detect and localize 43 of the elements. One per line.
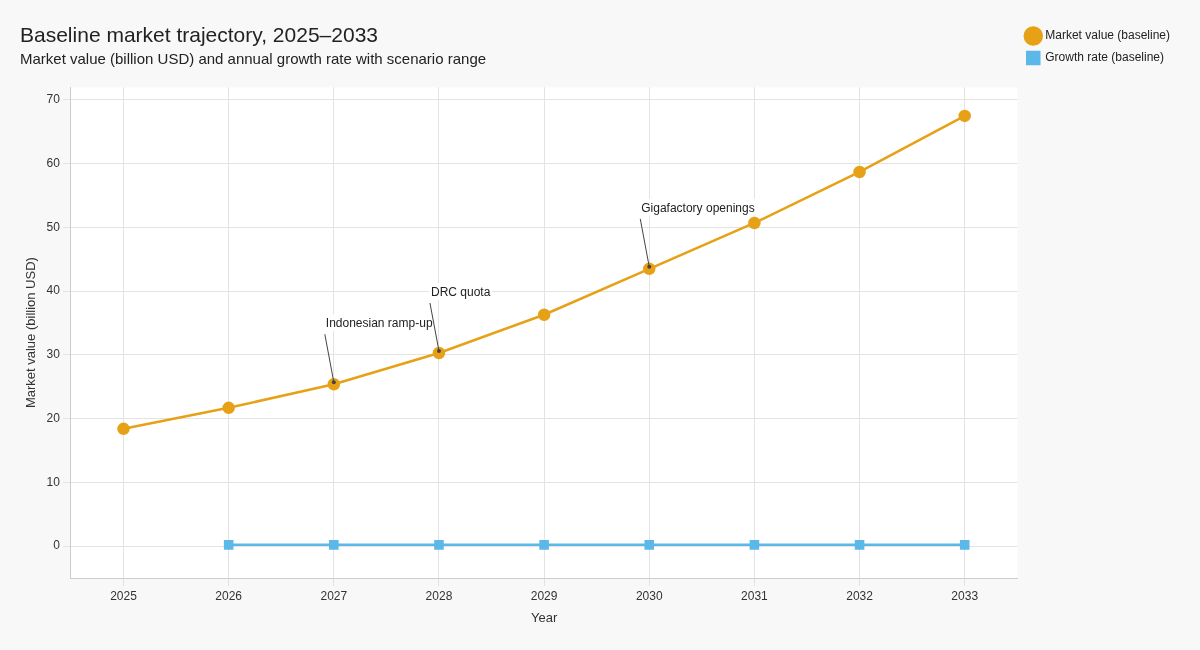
point bbox=[539, 540, 549, 550]
y-tick-label: 30 bbox=[46, 347, 61, 362]
x-tick-label: 2030 bbox=[635, 588, 663, 603]
y-tick-label: 60 bbox=[46, 156, 61, 170]
x-tick-label: 2025 bbox=[110, 588, 138, 603]
point bbox=[432, 346, 446, 360]
y-tick-label: 0 bbox=[53, 538, 61, 553]
x-tick-label: 2029 bbox=[530, 588, 558, 603]
point bbox=[327, 377, 341, 391]
point bbox=[537, 308, 551, 321]
point bbox=[854, 540, 865, 550]
point bbox=[958, 109, 971, 123]
y-tick-label: 40 bbox=[46, 283, 61, 298]
y-tick-label: 10 bbox=[46, 474, 61, 489]
point bbox=[222, 401, 235, 415]
chart-subtitle: Market value (billion USD) and annual growth rate with scenario range bbox=[20, 50, 487, 68]
y-tick-label: 70 bbox=[46, 92, 61, 107]
y-tick-label: 50 bbox=[46, 219, 61, 234]
point bbox=[223, 540, 234, 550]
legend-label: Growth rate (baseline) bbox=[1045, 50, 1164, 65]
point bbox=[959, 540, 970, 550]
x-tick-label: 2032 bbox=[846, 588, 874, 603]
annotation: Gigafactory openings bbox=[641, 200, 755, 215]
x-tick-label: 2026 bbox=[215, 588, 243, 603]
y-axis-title: Market value (billion USD) bbox=[23, 257, 39, 409]
point bbox=[117, 422, 130, 436]
point bbox=[643, 262, 656, 276]
x-tick-label: 2031 bbox=[741, 588, 769, 603]
point bbox=[749, 540, 760, 550]
point bbox=[853, 165, 866, 179]
x-tick-label: 2027 bbox=[320, 588, 348, 603]
annotation: DRC quota bbox=[430, 285, 491, 299]
x-axis-title: Year bbox=[530, 609, 558, 625]
legend-label: Market value (baseline) bbox=[1045, 28, 1171, 43]
point bbox=[329, 540, 339, 550]
x-tick-label: 2028 bbox=[425, 588, 453, 603]
x-tick-label: 2033 bbox=[951, 588, 979, 603]
y-tick-label: 20 bbox=[46, 410, 61, 425]
annotation: Indonesian ramp-up bbox=[325, 316, 433, 331]
point bbox=[748, 216, 761, 230]
point bbox=[644, 540, 655, 550]
point bbox=[434, 540, 444, 550]
chart-title: Baseline market trajectory, 2025–2033 bbox=[20, 23, 378, 47]
